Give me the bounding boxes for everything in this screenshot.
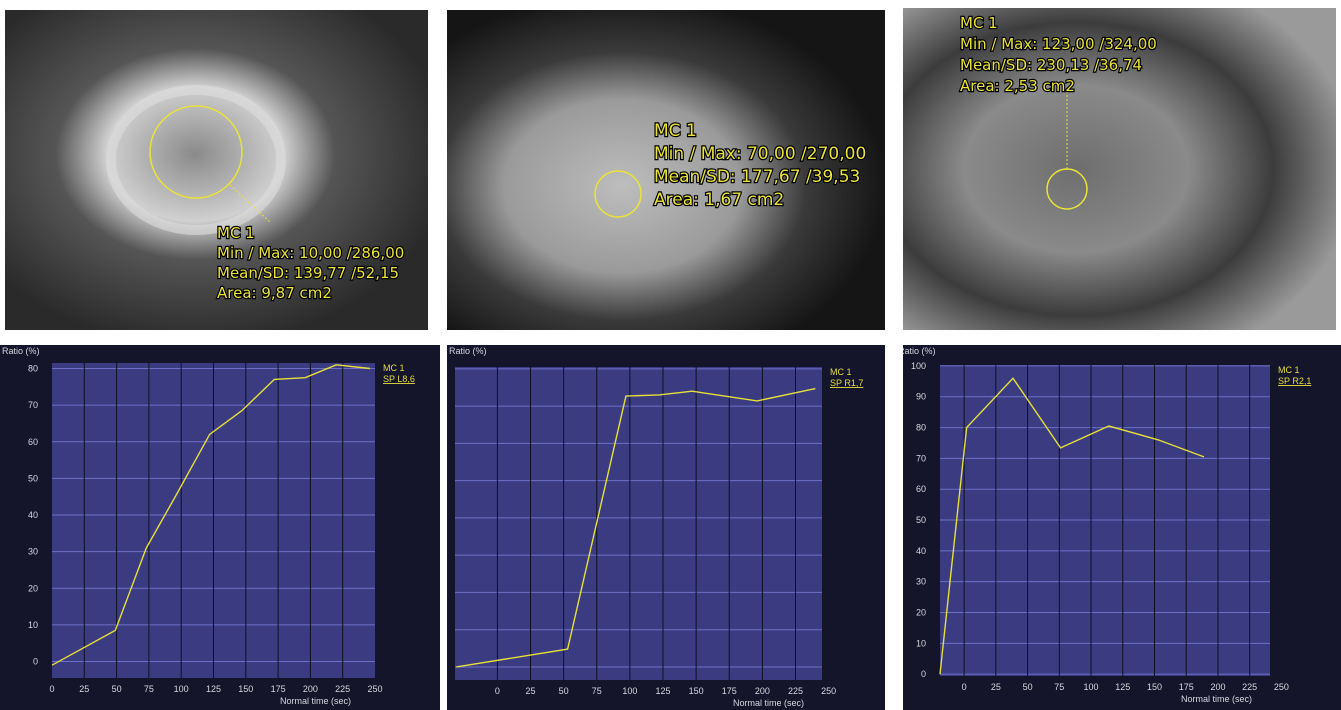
- roi-label: MC 1: [960, 14, 998, 32]
- roi-stat: Min / Max: 123,00 /324,00: [960, 35, 1157, 53]
- x-tick-label: 175: [722, 686, 737, 696]
- roi-circle: [149, 105, 243, 199]
- y-tick-label: 40: [28, 510, 38, 520]
- chart-panel: 0 10 20 30 40 50 60 70 80 90 100 0 25 50 75 100 125 150 17…: [898, 345, 1341, 710]
- roi-stat: Area: 2,53 cm2: [960, 77, 1075, 95]
- x-axis-label: Normal time (sec): [733, 698, 804, 708]
- x-tick-label: 150: [689, 686, 704, 696]
- mri-image: [447, 10, 885, 330]
- x-tick-label: 250: [1274, 682, 1289, 692]
- legend-label: MC 1: [830, 367, 852, 377]
- x-tick-label: 0: [49, 684, 54, 694]
- y-axis-label: Ratio (%): [449, 346, 487, 356]
- y-tick-label: 50: [916, 515, 926, 525]
- y-tick-label: 80: [916, 423, 926, 433]
- x-tick-label: 50: [1023, 682, 1033, 692]
- x-tick-label: 75: [144, 684, 154, 694]
- image-panel: MC 1 Min / Max: 70,00 /270,00 Mean/SD: 1…: [447, 10, 885, 330]
- roi-label: MC 1: [217, 224, 255, 242]
- y-tick-label: 70: [28, 400, 38, 410]
- x-tick-label: 125: [1115, 682, 1130, 692]
- x-tick-label: 200: [755, 686, 770, 696]
- y-tick-label: 60: [28, 437, 38, 447]
- y-tick-label: 50: [28, 473, 38, 483]
- y-tick-label: 20: [916, 608, 926, 618]
- x-tick-label: 0: [495, 686, 500, 696]
- x-tick-label: 75: [1054, 682, 1064, 692]
- roi-label: MC 1: [654, 121, 697, 141]
- y-tick-label: 0: [33, 657, 38, 667]
- x-tick-label: 25: [991, 682, 1001, 692]
- roi-stat: Area: 9,87 cm2: [217, 284, 332, 302]
- y-tick-label: 90: [916, 392, 926, 402]
- x-tick-label: 100: [1084, 682, 1099, 692]
- roi-pointer: [229, 184, 271, 223]
- image-panel: MC 1 Min / Max: 123,00 /324,00 Mean/SD: …: [903, 8, 1336, 330]
- legend-detail: SP R2,1: [1278, 376, 1311, 386]
- legend-label: MC 1: [383, 363, 405, 373]
- y-tick-label: 10: [28, 620, 38, 630]
- roi-stat: Mean/SD: 177,67 /39,53: [654, 167, 860, 187]
- x-tick-label: 25: [526, 686, 536, 696]
- x-tick-label: 125: [655, 686, 670, 696]
- roi-stat: Mean/SD: 230,13 /36,74: [960, 56, 1142, 74]
- y-tick-label: 60: [916, 484, 926, 494]
- y-tick-label: 30: [28, 547, 38, 557]
- x-tick-label: 150: [238, 684, 253, 694]
- x-tick-label: 100: [174, 684, 189, 694]
- x-tick-label: 150: [1147, 682, 1162, 692]
- image-panel: MC 1 Min / Max: 10,00 /286,00 Mean/SD: 1…: [5, 10, 428, 330]
- legend-label: MC 1: [1278, 365, 1300, 375]
- x-tick-label: 0: [962, 682, 967, 692]
- y-tick-label: 100: [911, 361, 926, 371]
- legend-detail: SP R1,7: [830, 378, 863, 388]
- x-tick-label: 250: [821, 686, 836, 696]
- tissue: [106, 85, 286, 235]
- x-axis-label: Normal time (sec): [280, 696, 351, 706]
- x-axis-label: Normal time (sec): [1181, 694, 1252, 704]
- x-tick-label: 175: [271, 684, 286, 694]
- roi-circle: [594, 170, 642, 218]
- x-tick-label: 50: [559, 686, 569, 696]
- x-tick-label: 125: [206, 684, 221, 694]
- data-line: [456, 387, 816, 668]
- chart-panel: 0 10 20 30 40 50 60 70 80 0 25 50 75 100 125 150 175 200 2…: [0, 345, 440, 710]
- chart-panel: 0102030405060708002550751001251501752002…: [447, 345, 885, 710]
- x-tick-label: 250: [367, 684, 382, 694]
- data-line: [939, 377, 1205, 675]
- y-axis-label: Ratio (%): [2, 346, 40, 356]
- roi-stat: Area: 1,67 cm2: [654, 190, 784, 210]
- x-tick-label: 175: [1179, 682, 1194, 692]
- roi-stat: Mean/SD: 139,77 /52,15: [217, 264, 399, 282]
- x-tick-label: 100: [622, 686, 637, 696]
- y-tick-label: 30: [916, 577, 926, 587]
- y-tick-label: 20: [28, 583, 38, 593]
- x-tick-label: 225: [335, 684, 350, 694]
- x-tick-label: 200: [1210, 682, 1225, 692]
- y-tick-label: 80: [28, 363, 38, 373]
- plot-area: [455, 367, 822, 680]
- x-tick-label: 225: [788, 686, 803, 696]
- x-tick-label: 50: [112, 684, 122, 694]
- x-tick-label: 25: [79, 684, 89, 694]
- data-line: [51, 364, 370, 666]
- mri-image: [903, 8, 1336, 330]
- y-tick-label: 0: [921, 669, 926, 679]
- y-tick-label: 40: [916, 546, 926, 556]
- y-tick-label: 70: [916, 453, 926, 463]
- x-tick-label: 200: [303, 684, 318, 694]
- y-tick-label: 10: [916, 638, 926, 648]
- roi-stat: Min / Max: 10,00 /286,00: [217, 244, 404, 262]
- roi-stat: Min / Max: 70,00 /270,00: [654, 144, 866, 164]
- mri-image: [5, 10, 428, 330]
- legend-detail: SP L8,6: [383, 374, 415, 384]
- x-tick-label: 225: [1242, 682, 1257, 692]
- y-axis-label: Ratio (%): [898, 346, 936, 356]
- x-tick-label: 75: [592, 686, 602, 696]
